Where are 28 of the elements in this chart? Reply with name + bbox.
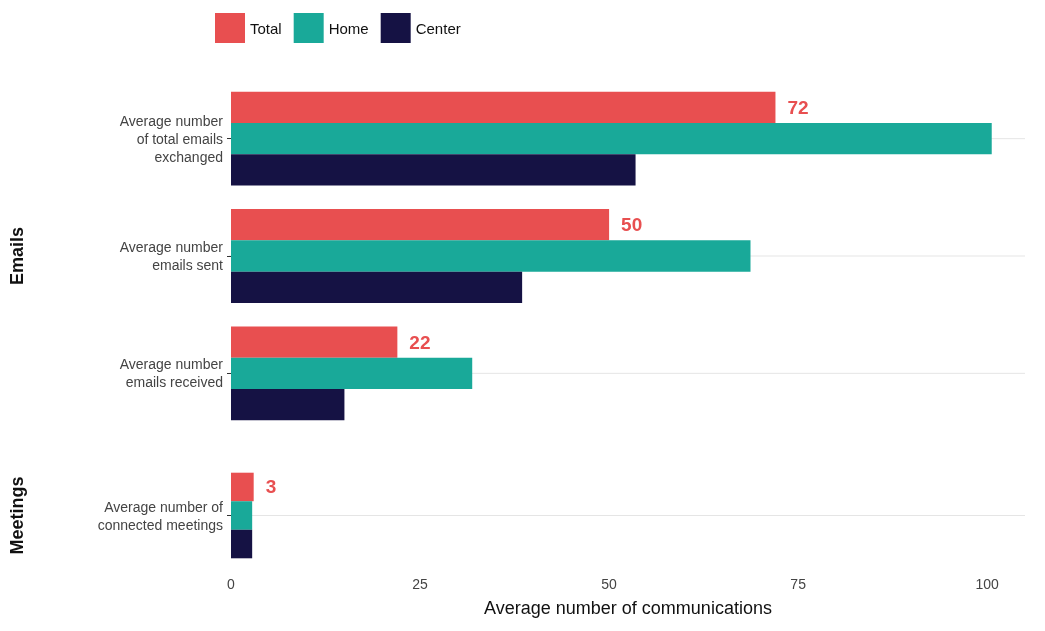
data-label: 22	[409, 331, 431, 353]
bar	[231, 123, 992, 155]
legend-label: Home	[328, 19, 369, 37]
y-tick-label: Average number emails sent	[119, 239, 224, 273]
data-label: 50	[621, 214, 643, 236]
y-tick-label: Average number of total emails exchanged	[119, 112, 224, 165]
data-label: 72	[787, 96, 809, 118]
bar	[231, 91, 776, 124]
bar	[231, 388, 345, 421]
x-axis-title: Average number of communications	[484, 598, 772, 618]
bar	[231, 154, 636, 186]
x-tick-label: 75	[790, 576, 807, 592]
legend-label: Total	[250, 19, 282, 37]
data-label: 3	[265, 476, 277, 498]
x-tick-label: 25	[412, 576, 429, 592]
legend-label: Center	[415, 19, 461, 37]
y-axis-title: Meetings	[7, 476, 27, 555]
y-axis-title: Emails	[7, 226, 27, 286]
bar	[231, 240, 751, 272]
bar	[231, 271, 523, 303]
bar	[231, 357, 473, 389]
x-tick-label: 50	[601, 576, 618, 592]
bar	[231, 209, 610, 241]
x-tick-label: 100	[975, 576, 1000, 592]
bar	[231, 326, 398, 358]
x-tick-label: 0	[227, 576, 236, 592]
y-tick-label: Average number emails received	[119, 356, 224, 391]
y-tick-label: Average number of connected meetings	[97, 498, 224, 533]
